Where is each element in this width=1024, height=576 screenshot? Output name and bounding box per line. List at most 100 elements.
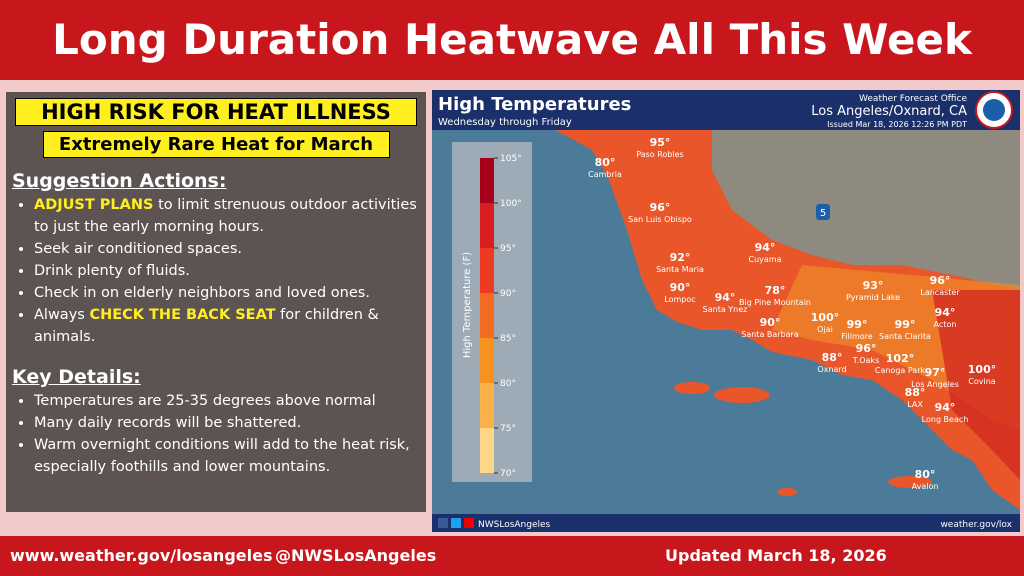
suggestion: Drink plenty of fluids. [34,260,426,282]
city-temp: 97° [925,366,946,379]
detail: Many daily records will be shattered. [34,412,426,434]
city-name: Pyramid Lake [846,293,900,302]
city-temp: 88° [905,386,926,399]
legend-band [480,203,494,248]
legend-label: 85° [500,334,516,344]
city-temp: 94° [935,401,956,414]
city-temp: 94° [755,241,776,254]
heading: Suggestion Actions: [12,170,227,192]
city-name: Santa Ynez [703,305,748,314]
city-temp: 99° [895,318,916,331]
city-temp: 90° [670,281,691,294]
city-temp: 90° [760,316,781,329]
legend-label: 75° [500,424,516,434]
city-name: Canoga Park [875,366,926,375]
logo [983,99,1005,121]
suggestion: Check in on elderly neighbors and loved … [34,282,426,304]
title: Long Duration Heatwave All This Week [0,0,1024,80]
suggestion: ADJUST PLANS to limit strenuous outdoor … [34,194,426,238]
legend-band [480,428,494,473]
heading: Key Details: [12,366,141,388]
city-name: Cuyama [749,255,782,264]
land-hot [932,290,1020,480]
city-temp: 88° [822,351,843,364]
text: for children & animals. [34,307,379,345]
suggestion-list: ADJUST PLANS to limit strenuous outdoor … [6,194,426,348]
island [777,488,797,496]
info-panel: HIGH RISK FOR HEAT ILLNESS Extremely Rar… [6,92,426,512]
detail: Warm overnight conditions will add to th… [34,434,426,478]
footer: www.weather.gov/losangeles @NWSLosAngele… [0,536,1024,576]
island [888,476,932,488]
twitter-icon[interactable] [451,518,461,528]
city-name: Fillmore [841,332,872,341]
city-name: Paso Robles [636,150,683,159]
detail-list: Temperatures are 25-35 degrees above nor… [6,390,426,478]
city-name: Avalon [912,482,939,491]
city-name: Covina [968,377,996,386]
city-name: Oxnard [817,365,846,374]
suggestion: Always CHECK THE BACK SEAT for children … [34,304,426,348]
city-temp: 96° [856,342,877,355]
office: Weather Forecast Office [859,94,967,104]
city-temp: 94° [715,291,736,304]
legend-title: High Temperature (F) [462,252,473,358]
city-name: Big Pine Mountain [739,298,811,307]
detail: Temperatures are 25-35 degrees above nor… [34,390,426,412]
legend-label: 95° [500,244,516,254]
location: Los Angeles/Oxnard, CA [811,104,967,119]
map-footer [432,514,1020,532]
city-temp: 78° [765,284,786,297]
map-title: High Temperatures [438,94,631,115]
legend-label: 105° [500,154,522,164]
island [714,387,770,403]
legend-band [480,248,494,293]
handle[interactable]: @NWSLosAngeles [275,546,437,565]
map-header [432,90,1020,130]
city-temp: 80° [915,468,936,481]
map-subtitle: Wednesday through Friday [438,117,572,128]
legend-band [480,383,494,428]
text: to limit strenuous outdoor activities to… [34,197,417,235]
highlight: CHECK THE BACK SEAT [89,307,276,323]
city-name: Long Beach [922,415,969,424]
headline: HIGH RISK FOR HEAT ILLNESS [15,98,417,126]
city-temp: 94° [935,306,956,319]
city-temp: 95° [650,136,671,149]
updated: Updated March 18, 2026 [665,546,887,565]
city-name: Lancaster [920,288,960,297]
island [674,382,710,394]
city-name: Los Angeles [911,380,959,389]
city-temp: 80° [595,156,616,169]
city-temp: 102° [886,352,914,365]
legend-band [480,293,494,338]
website[interactable]: www.weather.gov/losangeles [10,546,273,565]
city-temp: 92° [670,251,691,264]
city-name: Santa Barbara [741,330,799,339]
legend: 105° 100° 95° 90° 85° 80° 75° 70° [480,154,522,479]
issued: Issued Mar 18, 2026 12:26 PM PDT [827,120,967,129]
suggestion: Seek air conditioned spaces. [34,238,426,260]
city-name: Santa Clarita [879,332,931,341]
text: Check in on elderly neighbors and loved … [34,285,370,301]
legend-label: 100° [500,199,522,209]
legend-label: 80° [500,379,516,389]
legend-band [480,338,494,383]
highlight: ADJUST PLANS [34,197,154,213]
city-name: Cambria [588,170,622,179]
city-name: LAX [907,400,923,409]
city-temp: 96° [930,274,951,287]
city-name: Lompoc [664,295,695,304]
highway-shield [816,204,830,220]
social-handle: NWSLosAngeles [478,520,551,530]
city-name: San Luis Obispo [628,215,692,224]
highway: 5 [820,208,826,219]
text: Always [34,307,90,323]
city-temp: 100° [811,311,839,324]
youtube-icon[interactable] [464,518,474,528]
city-name: Ojai [817,325,833,334]
text: Seek air conditioned spaces. [34,241,243,257]
facebook-icon[interactable] [438,518,448,528]
